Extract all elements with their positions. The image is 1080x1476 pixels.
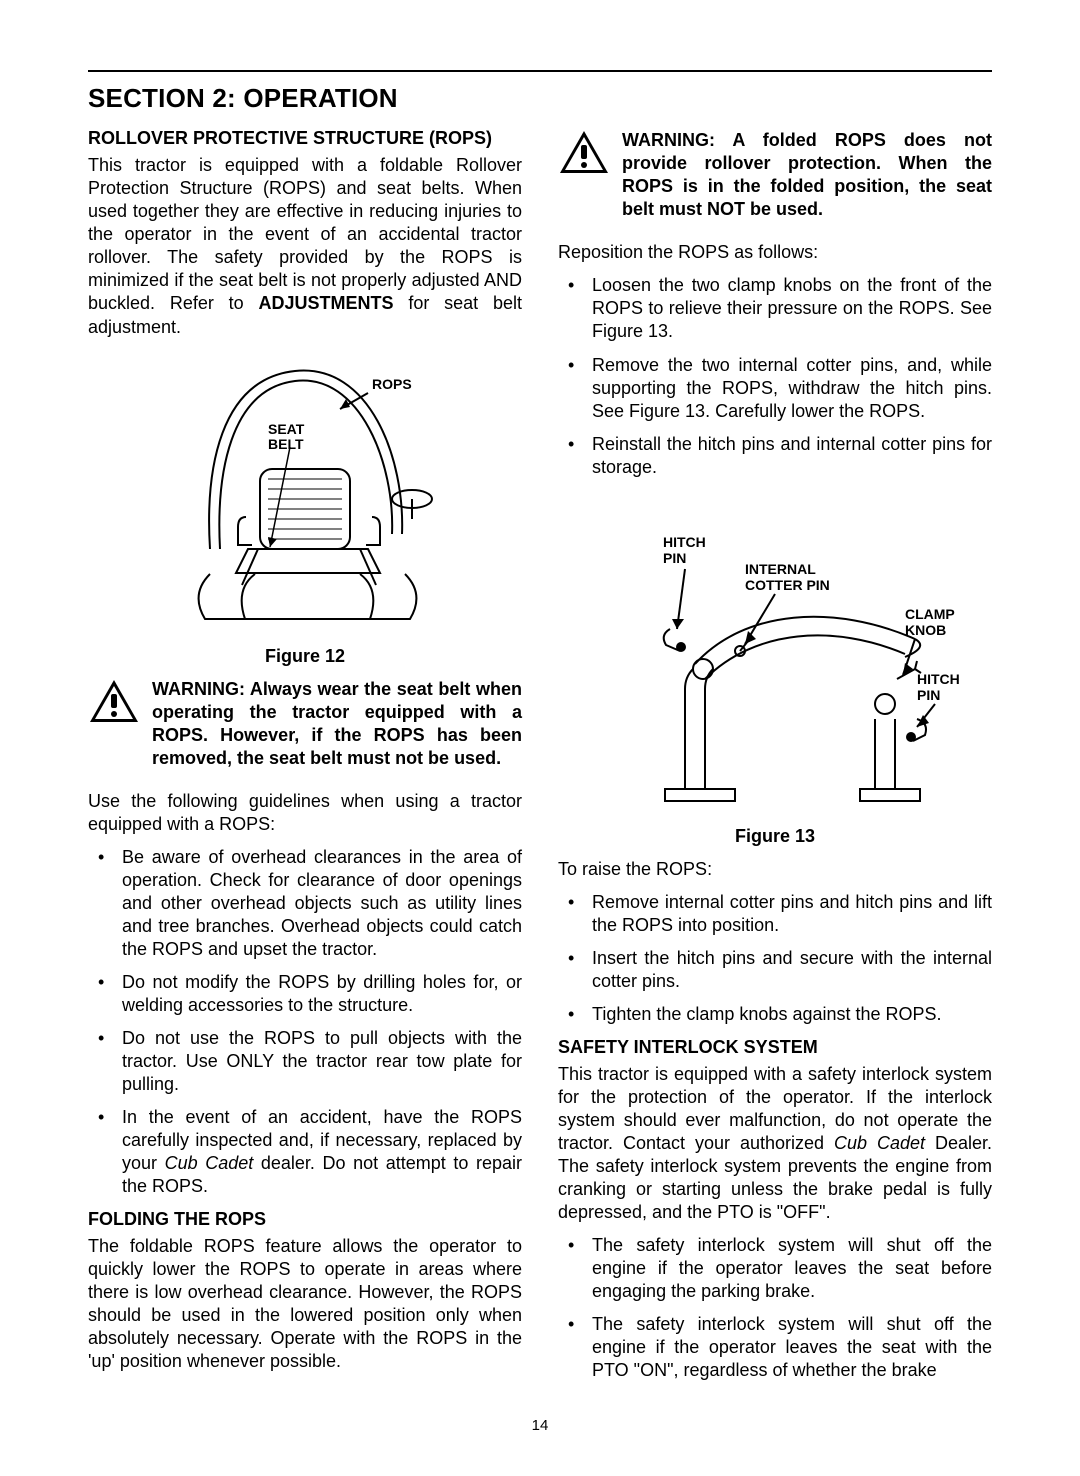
warning-block-fold: WARNING: A folded ROPS does not provide … xyxy=(558,129,992,231)
fig13-label-cotter: COTTER PIN xyxy=(745,577,830,593)
list-item: In the event of an accident, have the RO… xyxy=(88,1106,522,1198)
list-item: Remove the two internal cotter pins, and… xyxy=(558,354,992,423)
figure-12-caption: Figure 12 xyxy=(88,645,522,668)
fig13-label-hitch2b: PIN xyxy=(917,687,940,703)
fig13-label-clamp: CLAMP xyxy=(905,606,955,622)
list-item: The safety interlock system will shut of… xyxy=(558,1234,992,1303)
fig12-label-belt: BELT xyxy=(268,436,304,452)
list-item: Reinstall the hitch pins and internal co… xyxy=(558,433,992,479)
list-item: Loosen the two clamp knobs on the front … xyxy=(558,274,992,343)
warning-icon xyxy=(558,129,610,175)
para-folding: The foldable ROPS feature allows the ope… xyxy=(88,1235,522,1373)
fig13-label-internal: INTERNAL xyxy=(745,561,816,577)
warning-text: WARNING: A folded ROPS does not provide … xyxy=(622,129,992,221)
figure-13-caption: Figure 13 xyxy=(558,825,992,848)
text-italic: Cub Cadet xyxy=(834,1133,925,1153)
list-item: Be aware of overhead clearances in the a… xyxy=(88,846,522,961)
list-item: Tighten the clamp knobs against the ROPS… xyxy=(558,1003,992,1026)
text-bold: ADJUSTMENTS xyxy=(259,293,394,313)
warning-block-12: WARNING: Always wear the seat belt when … xyxy=(88,678,522,780)
heading-rops: ROLLOVER PROTECTIVE STRUCTURE (ROPS) xyxy=(88,127,522,150)
text: This tractor is equipped with a foldable… xyxy=(88,155,522,313)
right-column: WARNING: A folded ROPS does not provide … xyxy=(558,123,992,1392)
heading-safety: SAFETY INTERLOCK SYSTEM xyxy=(558,1036,992,1059)
warning-text: WARNING: Always wear the seat belt when … xyxy=(152,678,522,770)
top-rule xyxy=(88,70,992,72)
figure-12-illustration: ROPS SEAT BELT xyxy=(150,349,460,639)
list-item: Insert the hitch pins and secure with th… xyxy=(558,947,992,993)
heading-folding: FOLDING THE ROPS xyxy=(88,1208,522,1231)
left-column: ROLLOVER PROTECTIVE STRUCTURE (ROPS) Thi… xyxy=(88,123,522,1392)
fig13-label-hitch1b: PIN xyxy=(663,550,686,566)
para-rops-intro: This tractor is equipped with a foldable… xyxy=(88,154,522,338)
para-safety: This tractor is equipped with a safety i… xyxy=(558,1063,992,1224)
warning-icon xyxy=(88,678,140,724)
list-item: The safety interlock system will shut of… xyxy=(558,1313,992,1382)
safety-list: The safety interlock system will shut of… xyxy=(558,1234,992,1382)
para-raise-intro: To raise the ROPS: xyxy=(558,858,992,881)
para-guidelines-intro: Use the following guidelines when using … xyxy=(88,790,522,836)
raise-rops-list: Remove internal cotter pins and hitch pi… xyxy=(558,891,992,1026)
para-reposition: Reposition the ROPS as follows: xyxy=(558,241,992,264)
list-item: Do not use the ROPS to pull objects with… xyxy=(88,1027,522,1096)
fig12-label-rops: ROPS xyxy=(372,376,412,392)
fig13-label-knob: KNOB xyxy=(905,622,946,638)
figure-13-illustration: HITCH PIN INTERNAL COTTER PIN CLAMP KNOB… xyxy=(575,489,975,819)
fig13-label-hitch1a: HITCH xyxy=(663,534,706,550)
page-number: 14 xyxy=(88,1416,992,1435)
two-column-layout: ROLLOVER PROTECTIVE STRUCTURE (ROPS) Thi… xyxy=(88,123,992,1392)
list-item: Remove internal cotter pins and hitch pi… xyxy=(558,891,992,937)
fig13-label-hitch2a: HITCH xyxy=(917,671,960,687)
list-item: Do not modify the ROPS by drilling holes… xyxy=(88,971,522,1017)
section-title: SECTION 2: OPERATION xyxy=(88,82,992,115)
text-italic: Cub Cadet xyxy=(165,1153,254,1173)
fig12-label-seat: SEAT xyxy=(268,421,305,437)
rops-guidelines-list: Be aware of overhead clearances in the a… xyxy=(88,846,522,1198)
lower-rops-list: Loosen the two clamp knobs on the front … xyxy=(558,274,992,478)
